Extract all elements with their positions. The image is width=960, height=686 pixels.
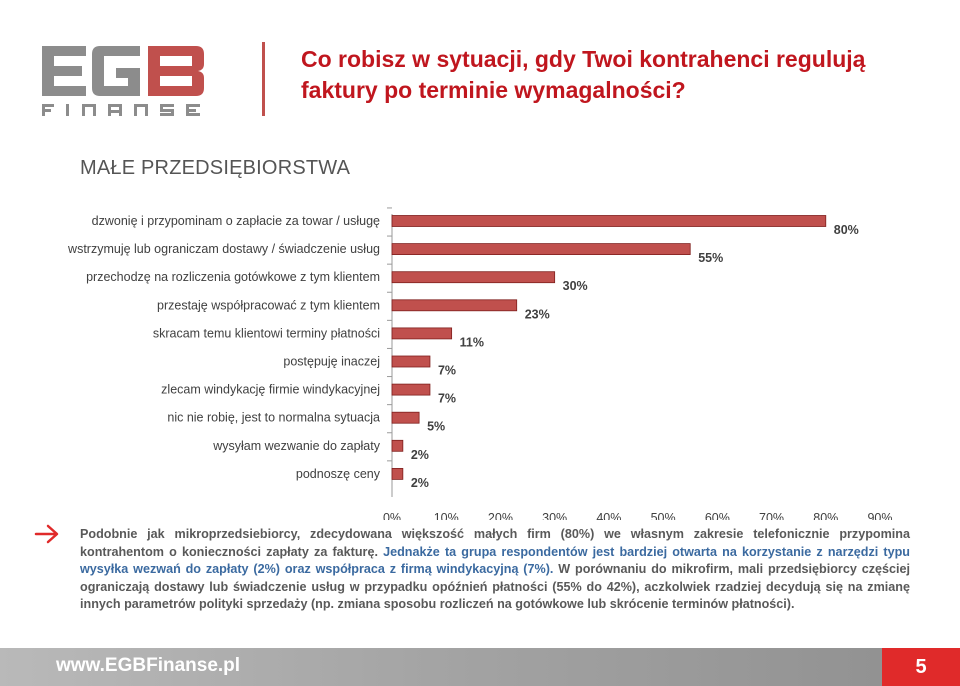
x-tick-label: 10% [434,511,459,520]
bar [391,355,431,368]
data-label: 30% [563,279,588,293]
x-tick-label: 40% [596,511,621,520]
data-label: 23% [525,307,550,321]
category-label: wysyłam wezwanie do zapłaty [212,439,380,453]
summary-note: Podobnie jak mikroprzedsiebiorcy, zdecyd… [80,526,910,614]
category-label: podnoszę ceny [296,467,381,481]
category-label: wstrzymuję lub ograniczam dostawy / świa… [67,242,380,256]
page-title-line-1: Co robisz w sytuacji, gdy Twoi kontrahen… [301,46,866,72]
category-label: zlecam windykację firmie windykacyjnej [161,383,380,397]
x-tick-label: 50% [651,511,676,520]
summary-note-part-1: Podobnie jak mikroprzedsiebiorcy, zdecyd… [80,527,910,559]
x-tick-label: 90% [867,511,892,520]
footer-website-link[interactable]: www.EGBFinanse.pl [56,655,241,676]
x-tick-label: 70% [759,511,784,520]
header-divider [262,42,265,116]
category-label: postępuję inaczej [283,355,380,369]
page-title-line-2: faktury po terminie wymagalności? [301,77,686,103]
category-label: przestaję współpracować z tym klientem [157,298,380,312]
data-label: 7% [438,364,456,378]
data-label: 5% [427,420,445,434]
arrow-right-icon [34,524,59,544]
bar [391,327,453,340]
summary-note-part-2: Jednakże ta grupa respondentów jest bard… [80,544,910,577]
bar [391,467,404,480]
data-label: 2% [411,448,429,462]
bar [391,439,404,452]
bar [391,383,431,396]
category-label: nic nie robię, jest to normalna sytuacja [167,411,380,425]
data-label: 2% [411,476,429,490]
bar [391,271,556,284]
summary-note-part-3: W porównaniu do mikrofirm, mali przedsię… [80,562,911,612]
x-tick-label: 0% [383,511,401,520]
bar [391,243,691,255]
x-tick-label: 20% [488,511,513,520]
bar [391,299,518,312]
x-tick-label: 80% [813,511,838,520]
data-label: 11% [460,335,484,349]
bar-chart: dzwonię i przypominam o zapłacie za towa… [67,207,893,520]
x-tick-label: 30% [542,511,567,520]
page-number: 5 [882,648,960,686]
page-title: Co robisz w sytuacji, gdy Twoi kontrahen… [301,44,941,106]
data-label: 80% [834,223,859,237]
bar [391,215,827,227]
bar [391,411,420,424]
data-label: 7% [438,392,456,406]
x-tick-label: 60% [705,511,730,520]
egb-finanse-logo [42,46,204,116]
category-label: skracam temu klientowi terminy płatności [153,326,380,340]
section-title: MAŁE PRZEDSIĘBIORSTWA [80,157,351,179]
footer-bar: www.EGBFinanse.pl 5 [0,648,960,686]
category-label: przechodzę na rozliczenia gotówkowe z ty… [86,270,380,284]
data-label: 55% [698,251,723,265]
category-label: dzwonię i przypominam o zapłacie za towa… [92,214,380,228]
